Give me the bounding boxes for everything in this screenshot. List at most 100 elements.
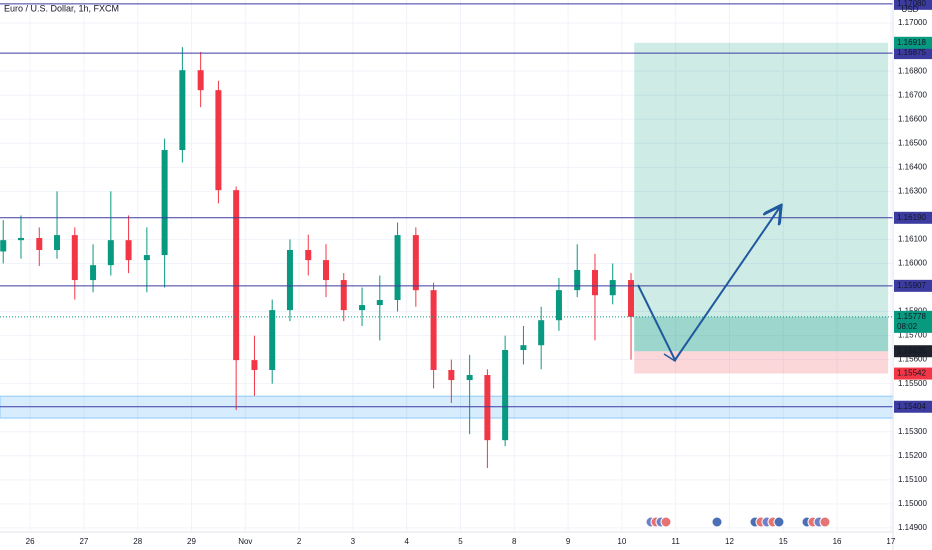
x-tick-label: 12	[725, 537, 734, 546]
stop-label-bg	[894, 367, 932, 380]
candle-body	[17, 237, 24, 241]
candle-body	[628, 280, 635, 317]
last-price-bg	[894, 310, 932, 333]
candle-body	[233, 190, 240, 361]
y-tick-label: 1.15200	[898, 451, 927, 460]
y-tick-label: 1.16400	[898, 162, 927, 171]
candle-body	[394, 235, 401, 301]
level-label: 1.16190	[897, 213, 926, 222]
x-tick-label: 5	[458, 537, 463, 546]
level-label: 1.17080	[897, 0, 926, 8]
y-tick-label: 1.16800	[898, 66, 927, 75]
stop-label: 1.15542	[897, 369, 926, 378]
candle-body	[376, 300, 383, 306]
candle-body	[90, 265, 97, 281]
candle-body	[197, 70, 204, 91]
price-axis	[893, 0, 932, 550]
candle-body	[609, 280, 616, 296]
candle-body	[269, 310, 276, 370]
candle-body	[574, 269, 581, 291]
overlays	[0, 3, 893, 408]
candle-body	[161, 150, 168, 256]
candle-body	[125, 240, 132, 261]
x-tick-label: 8	[512, 537, 517, 546]
candle-body	[215, 90, 222, 191]
level-label: 1.15907	[897, 281, 926, 290]
target-label: 1.16918	[897, 38, 926, 47]
x-tick-label: 29	[187, 537, 196, 546]
y-tick-label: 1.15600	[898, 355, 927, 364]
target-zone	[634, 42, 889, 352]
stop-zone	[634, 351, 889, 374]
level-label-bg	[894, 0, 932, 10]
candle-body	[412, 235, 419, 291]
candle-body	[305, 250, 312, 261]
candle-body	[179, 70, 186, 151]
chart-title: Euro / U.S. Dollar, 1h, FXCM	[4, 3, 119, 13]
x-tick-label: 27	[79, 537, 88, 546]
candle-body	[502, 350, 509, 441]
y-tick-label: 1.16000	[898, 259, 927, 268]
candle-body	[591, 269, 598, 296]
event-icons	[645, 516, 831, 528]
x-tick-label: 15	[779, 537, 788, 546]
candle-body	[36, 237, 43, 251]
currency: USD	[902, 5, 919, 14]
arrow-tip	[663, 351, 681, 363]
x-tick-label: 4	[404, 537, 409, 546]
level-label: 1.15404	[897, 402, 926, 411]
zones	[0, 42, 894, 419]
candle-body	[0, 240, 7, 252]
level-label-bg	[894, 279, 932, 292]
countdown: 08:02	[897, 322, 918, 331]
level-label-bg	[894, 400, 932, 413]
y-tick-label: 1.16100	[898, 235, 927, 244]
y-tick-label: 1.15000	[898, 499, 927, 508]
target-label-bg	[894, 36, 932, 49]
candle-body	[448, 369, 455, 381]
candle-body	[322, 260, 329, 281]
candle-body	[286, 250, 293, 311]
grid	[0, 0, 893, 532]
candle-body	[251, 360, 258, 370]
candle-body	[466, 375, 473, 381]
entry-label-bg	[894, 345, 932, 358]
y-tick-label: 1.16700	[898, 90, 927, 99]
candle-body	[484, 375, 491, 441]
y-tick-label: 1.15300	[898, 427, 927, 436]
x-tick-label: Nov	[238, 537, 252, 546]
open-profit	[634, 316, 889, 352]
level-label: 1.16875	[897, 48, 926, 57]
candle-body	[71, 235, 78, 281]
y-tick-label: 1.14900	[898, 523, 927, 532]
x-tick-label: 10	[617, 537, 626, 546]
candle-body	[430, 290, 437, 370]
last-price-label: 1.15778	[897, 312, 926, 321]
y-tick-label: 1.15700	[898, 331, 927, 340]
level-label-bg	[894, 47, 932, 60]
entry-label: 1.15635	[897, 346, 926, 355]
level-label-bg	[894, 211, 932, 224]
candle-body	[538, 320, 545, 346]
y-tick-label: 1.16300	[898, 186, 927, 195]
x-tick-label: 11	[672, 537, 681, 546]
y-tick-label: 1.15100	[898, 475, 927, 484]
candle-body	[143, 255, 150, 261]
candle-body	[555, 290, 562, 321]
candles	[0, 47, 635, 469]
y-tick-label: 1.15500	[898, 379, 927, 388]
x-tick-label: 2	[297, 537, 302, 546]
x-tick-label: 16	[833, 537, 842, 546]
y-tick-label: 1.17000	[898, 18, 927, 27]
candle-body	[54, 235, 61, 251]
y-tick-label: 1.16600	[898, 114, 927, 123]
x-tick-label: 3	[351, 537, 356, 546]
candle-body	[359, 305, 366, 311]
candle-body	[520, 345, 527, 351]
candle-body	[340, 280, 347, 311]
axis-labels: 1.17000 1.16800 1.16700 1.16600 1.16500 1.164…	[26, 0, 932, 546]
x-tick-label: 28	[133, 537, 142, 546]
x-tick-label: 9	[566, 537, 571, 546]
